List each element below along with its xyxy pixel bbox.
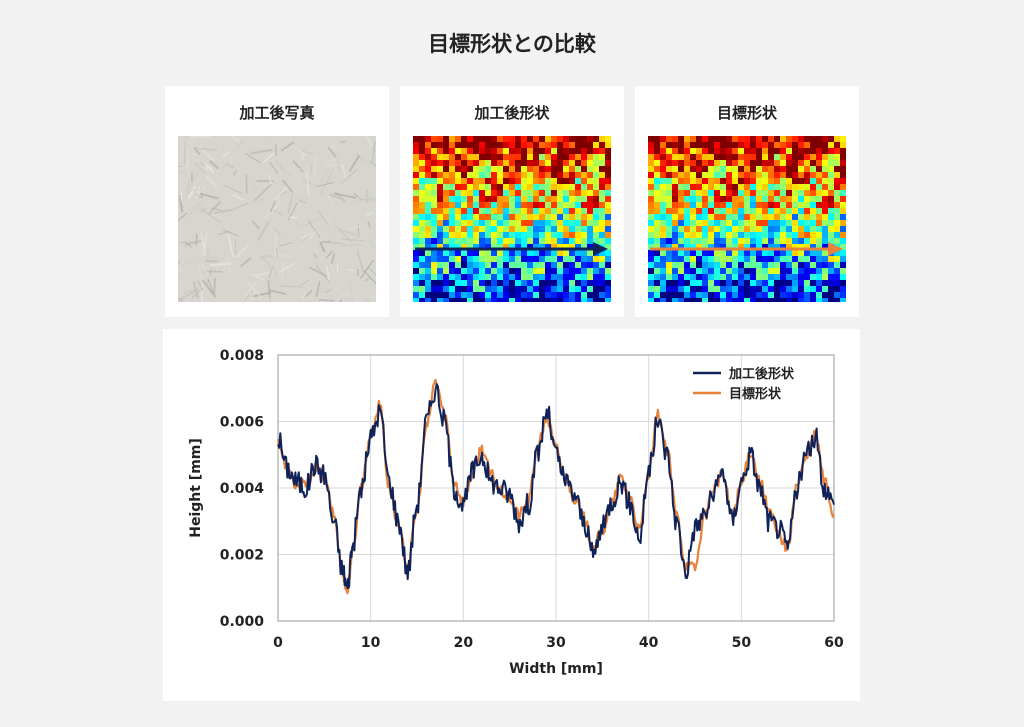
panel-target-title: 目標形状 [716, 104, 777, 122]
panel-photo-title: 加工後写真 [239, 104, 315, 122]
y-axis-label: Height [mm] [188, 438, 204, 538]
series-line-measured [277, 383, 835, 589]
x-tick-label: 50 [732, 635, 752, 651]
y-tick-label: 0.000 [220, 614, 265, 630]
measured-heatmap-image [413, 136, 611, 302]
panel-target-shape: 目標形状 [635, 86, 859, 317]
panel-photo: 加工後写真 [165, 86, 389, 317]
y-tick-label: 0.006 [220, 415, 264, 431]
panel-measured-shape: 加工後形状 [400, 86, 624, 317]
chart-card: 0 10 20 30 40 50 60 0.000 0.002 0.004 0.006 0.008 Wi… [163, 329, 860, 701]
x-tick-label: 60 [824, 635, 844, 651]
x-tick-label: 10 [361, 635, 381, 651]
photo-image [178, 136, 376, 302]
panel-measured-title: 加工後形状 [474, 104, 550, 122]
legend-label: 加工後形状 [728, 366, 795, 382]
y-tick-label: 0.002 [220, 548, 264, 564]
plot-frame [277, 354, 835, 622]
x-tick-label: 0 [273, 635, 283, 651]
x-tick-label: 20 [454, 635, 474, 651]
x-axis-label: Width [mm] [509, 661, 603, 677]
page-title: 目標形状との比較 [428, 32, 596, 56]
y-tick-label: 0.008 [220, 348, 264, 364]
y-tick-label: 0.004 [220, 481, 265, 497]
x-tick-label: 30 [546, 635, 566, 651]
x-tick-label: 40 [639, 635, 659, 651]
target-heatmap-image [648, 136, 846, 302]
legend-label: 目標形状 [729, 386, 782, 402]
line-chart: 0 10 20 30 40 50 60 0.000 0.002 0.004 0.006 0.008 Wi… [188, 348, 844, 677]
